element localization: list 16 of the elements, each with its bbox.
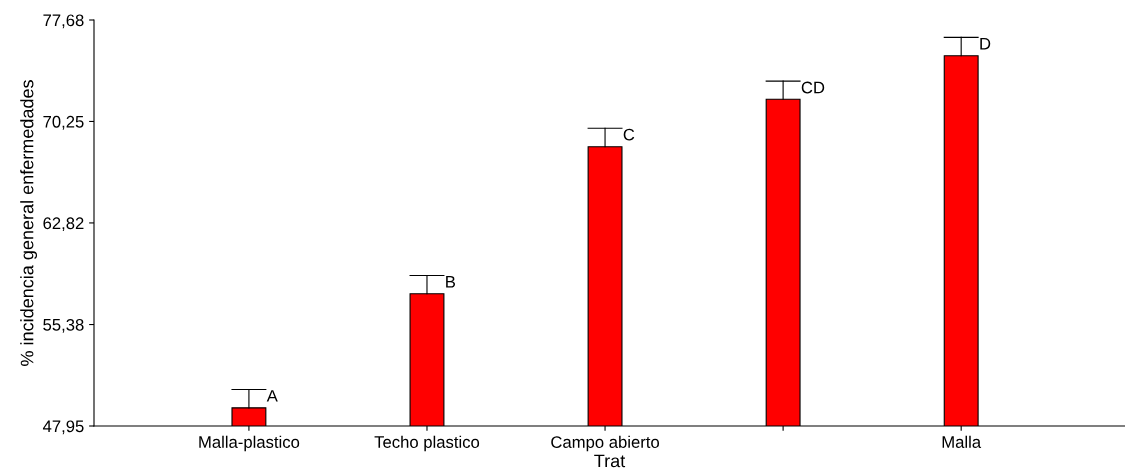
y-tick-label: 55,38 — [43, 318, 84, 333]
y-tick-label: 77,68 — [43, 14, 84, 29]
y-tick-label: 70,25 — [43, 115, 84, 130]
data-label: C — [623, 128, 635, 141]
y-tick-label: 62,82 — [43, 217, 84, 232]
y-axis-title: % incidencia general enfermedades — [20, 80, 38, 366]
x-axis-title: Trat — [594, 454, 626, 468]
x-tick-label: Campo abierto — [551, 435, 660, 452]
x-tick-label: Malla — [942, 435, 982, 448]
x-tick-label: Techo plastico — [374, 435, 480, 452]
data-label: CD — [801, 81, 825, 94]
data-label: A — [266, 390, 278, 402]
data-label: B — [446, 276, 456, 288]
data-label: D — [980, 37, 991, 50]
y-tick-label: 47,95 — [42, 420, 84, 435]
x-tick-label: Malla-plastico — [199, 435, 300, 452]
